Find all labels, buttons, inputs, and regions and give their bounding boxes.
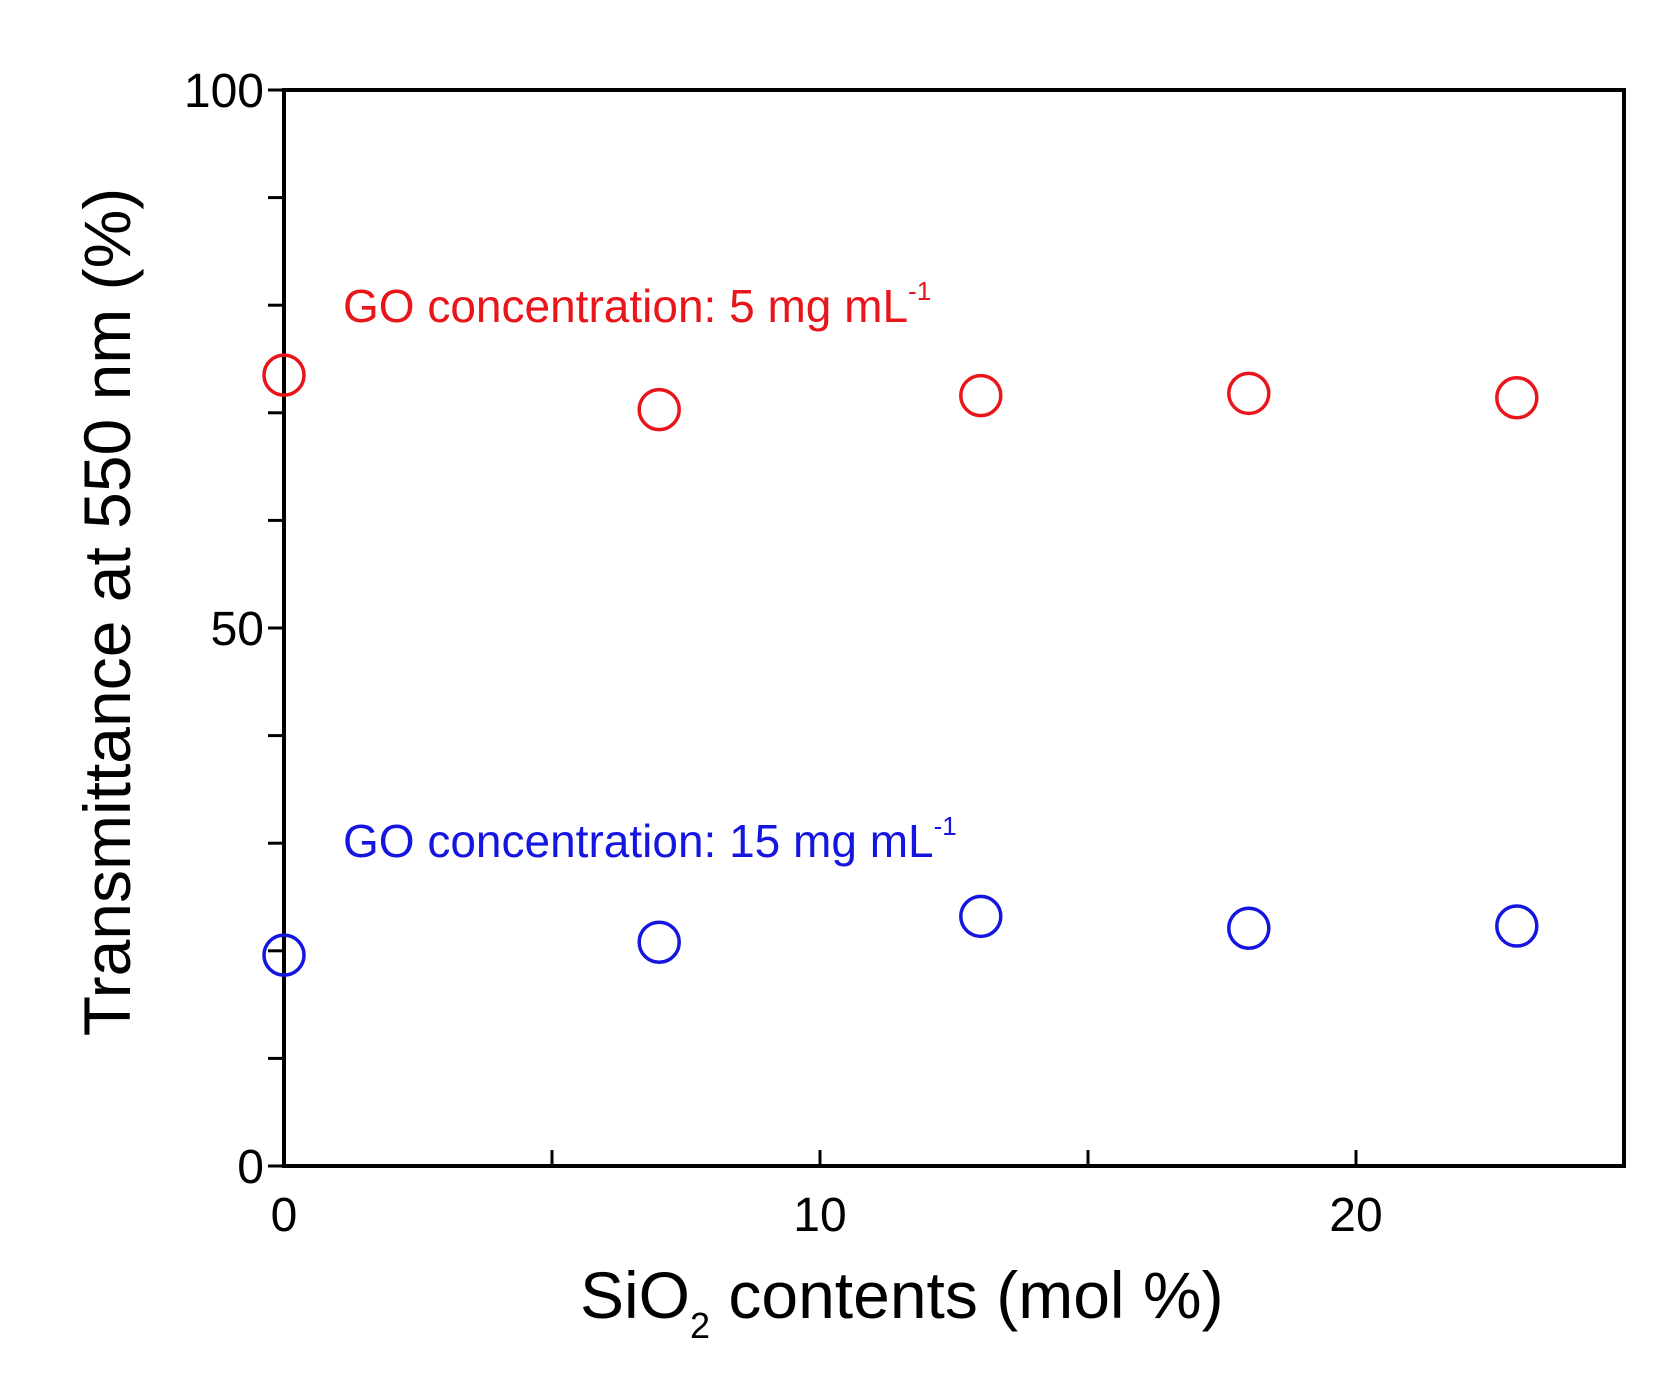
plot-frame	[282, 88, 1626, 1168]
data-point	[637, 387, 681, 432]
series-label-5mg: GO concentration: 5 mg mL-1	[343, 276, 931, 332]
axes	[282, 88, 1626, 1168]
data-point	[262, 933, 306, 977]
x-axis-title-rest: contents (mol %)	[710, 1258, 1224, 1332]
tick-labels: 0 10 20 0 50 100	[184, 65, 1383, 1242]
series-label-15mg-text: GO concentration: 15 mg mL	[343, 815, 934, 867]
x-axis-title-main: SiO	[580, 1258, 690, 1332]
data-point	[959, 894, 1003, 939]
data-point	[262, 353, 306, 397]
y-axis-title: Transmittance at 550 nm (%)	[70, 188, 144, 1037]
data-point	[959, 373, 1003, 418]
series-label-5mg-superscript: -1	[908, 276, 931, 306]
x-axis-title-subscript: 2	[690, 1305, 710, 1346]
data-point	[637, 920, 681, 964]
data-point	[1495, 375, 1539, 420]
x-axis-title: SiO2 contents (mol %)	[580, 1258, 1224, 1346]
ticks	[268, 88, 1358, 1168]
x-tick-label: 20	[1329, 1189, 1382, 1242]
y-tick-label: 100	[184, 65, 264, 118]
data-point	[1227, 371, 1271, 416]
series-0	[262, 353, 1539, 432]
x-tick-label: 10	[793, 1189, 846, 1242]
y-tick-label: 0	[237, 1141, 264, 1194]
series-label-15mg: GO concentration: 15 mg mL-1	[343, 811, 957, 867]
series-label-5mg-text: GO concentration: 5 mg mL	[343, 280, 908, 332]
y-tick-label: 50	[211, 603, 264, 656]
data-point	[1227, 906, 1271, 950]
series-label-15mg-superscript: -1	[934, 811, 957, 841]
series-1	[262, 894, 1539, 977]
annotations: GO concentration: 5 mg mL-1 GO concentra…	[343, 276, 957, 867]
data-points	[262, 353, 1539, 977]
data-point	[1495, 904, 1539, 948]
x-tick-label: 0	[271, 1189, 298, 1242]
